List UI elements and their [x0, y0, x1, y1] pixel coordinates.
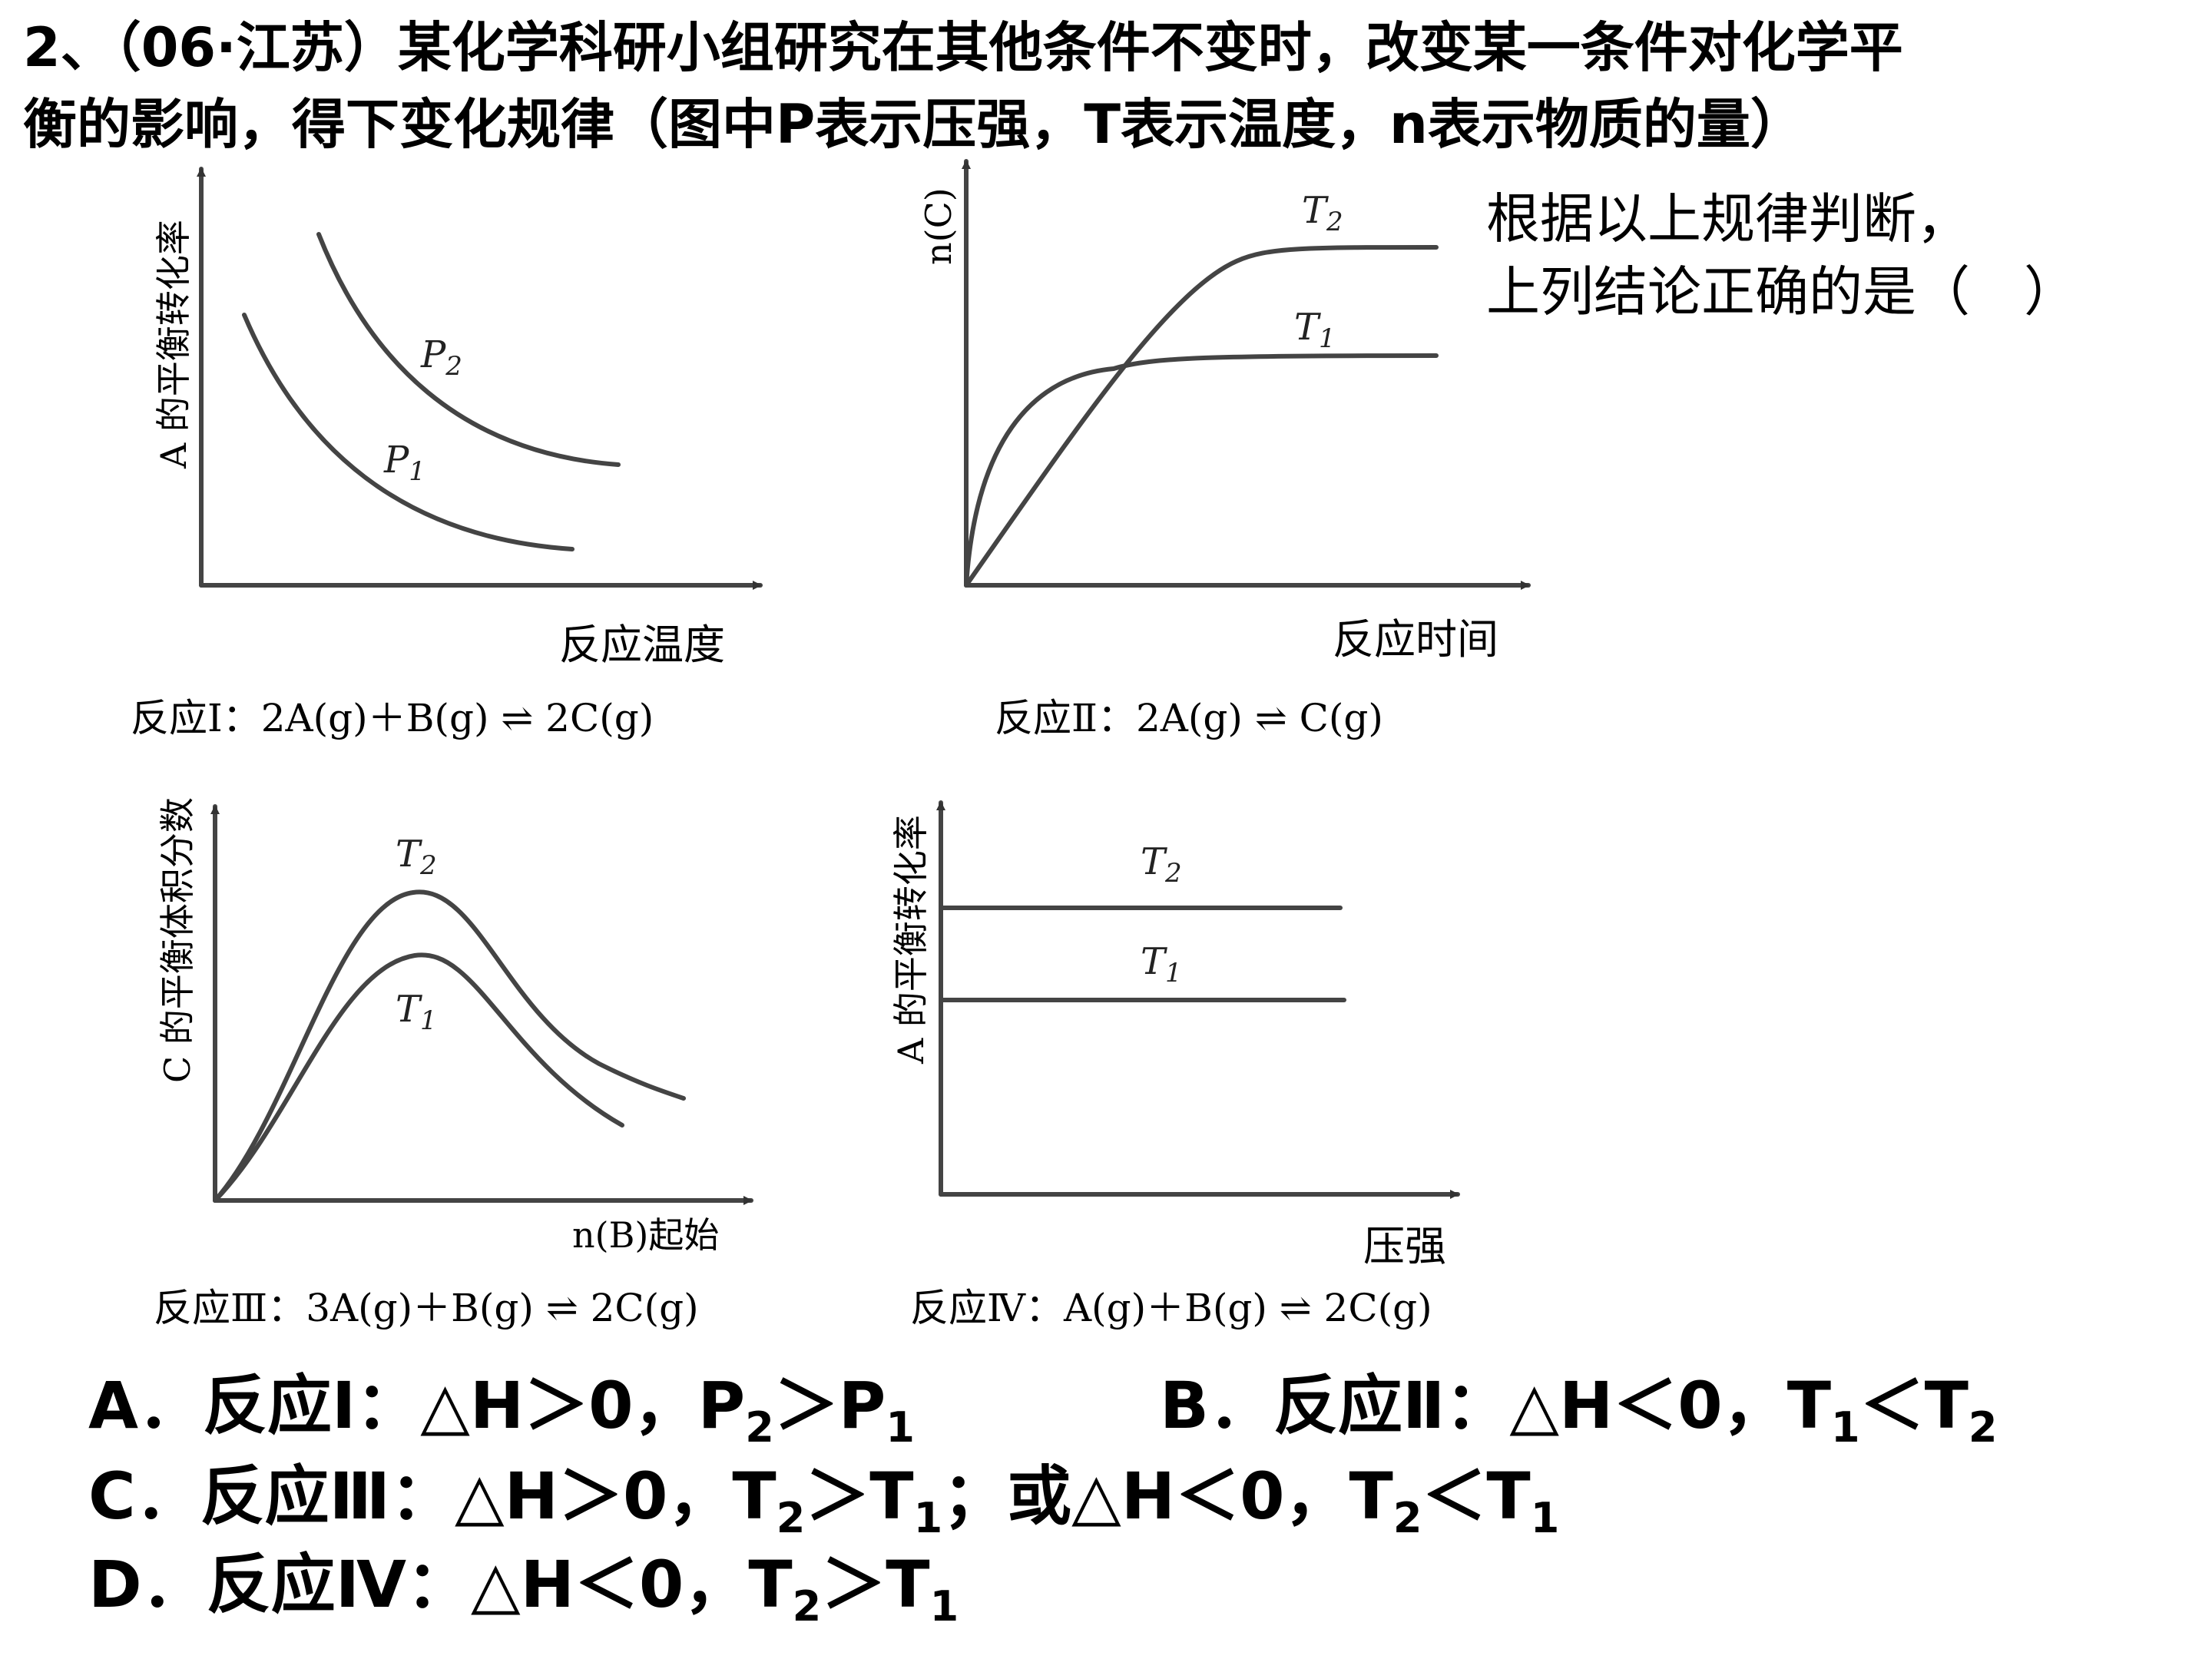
graph2-label-bot: T1	[1294, 306, 1336, 354]
graph2-label-top: T2	[1302, 189, 1343, 237]
graph3-curve-t1	[213, 952, 624, 1203]
graph1-curve-p1	[242, 313, 575, 551]
option-d[interactable]: D．反应Ⅳ：△H＜0，T2＞T1	[88, 1547, 959, 1631]
graph3-xlabel: n(B)起始	[572, 1214, 720, 1256]
graph3-axes	[210, 804, 753, 1205]
graph1-reaction: 反应Ⅰ：2A(g)＋B(g) ⇌ 2C(g)	[131, 696, 654, 740]
graph4-reaction: 反应Ⅳ：A(g)＋B(g) ⇌ 2C(g)	[910, 1286, 1432, 1330]
graph3-reaction: 反应Ⅲ：3A(g)＋B(g) ⇌ 2C(g)	[154, 1286, 699, 1330]
graph2-curve-t1	[964, 353, 1439, 588]
graph1-xlabel: 反应温度	[559, 621, 725, 669]
graph3-curve-t2	[213, 889, 686, 1203]
option-c[interactable]: C．反应Ⅲ：△H＞0，T2＞T1；或△H＜0，T2＜T1	[88, 1459, 1560, 1542]
graph4-xlabel: 压强	[1363, 1222, 1446, 1270]
graph1-ylabel: A 的平衡转化率	[153, 220, 194, 469]
question-side-line-1: 根据以上规律判断，	[1486, 187, 1970, 250]
graph4-label-top: T2	[1141, 840, 1182, 889]
question-line-2: 衡的影响，得下变化规律（图中P表示压强，T表示温度，n表示物质的量）	[23, 93, 1804, 156]
graph2-axes	[962, 159, 1531, 590]
graph4-label-bot: T1	[1141, 940, 1182, 988]
graph2-reaction: 反应Ⅱ：2A(g) ⇌ C(g)	[995, 696, 1383, 740]
graph1-label-bot: P1	[383, 439, 426, 487]
question-side-line-2: 上列结论正确的是（ ）	[1486, 260, 2078, 323]
graph2-xlabel: 反应时间	[1333, 615, 1498, 664]
graph3-ylabel: C 的平衡体积分数	[157, 797, 198, 1083]
graph2-curve-t2	[964, 245, 1439, 588]
question-line-1: 2、（06·江苏）某化学科研小组研究在其他条件不变时，改变某一条件对化学平	[23, 16, 1903, 79]
graph1-label-top: P2	[420, 333, 462, 382]
option-a[interactable]: A．反应Ⅰ：△H＞0，P2＞P1	[88, 1368, 915, 1452]
graph3-label-bot: T1	[396, 988, 437, 1036]
option-b[interactable]: B．反应Ⅱ：△H＜0，T1＜T2	[1160, 1368, 1998, 1452]
graph1-axes	[197, 167, 763, 590]
graph3-label-top: T2	[396, 833, 437, 881]
graph2-ylabel: n(C)	[918, 187, 959, 265]
graph4-ylabel: A 的平衡转化率	[890, 815, 932, 1064]
graph1-curve-p2	[316, 232, 621, 467]
